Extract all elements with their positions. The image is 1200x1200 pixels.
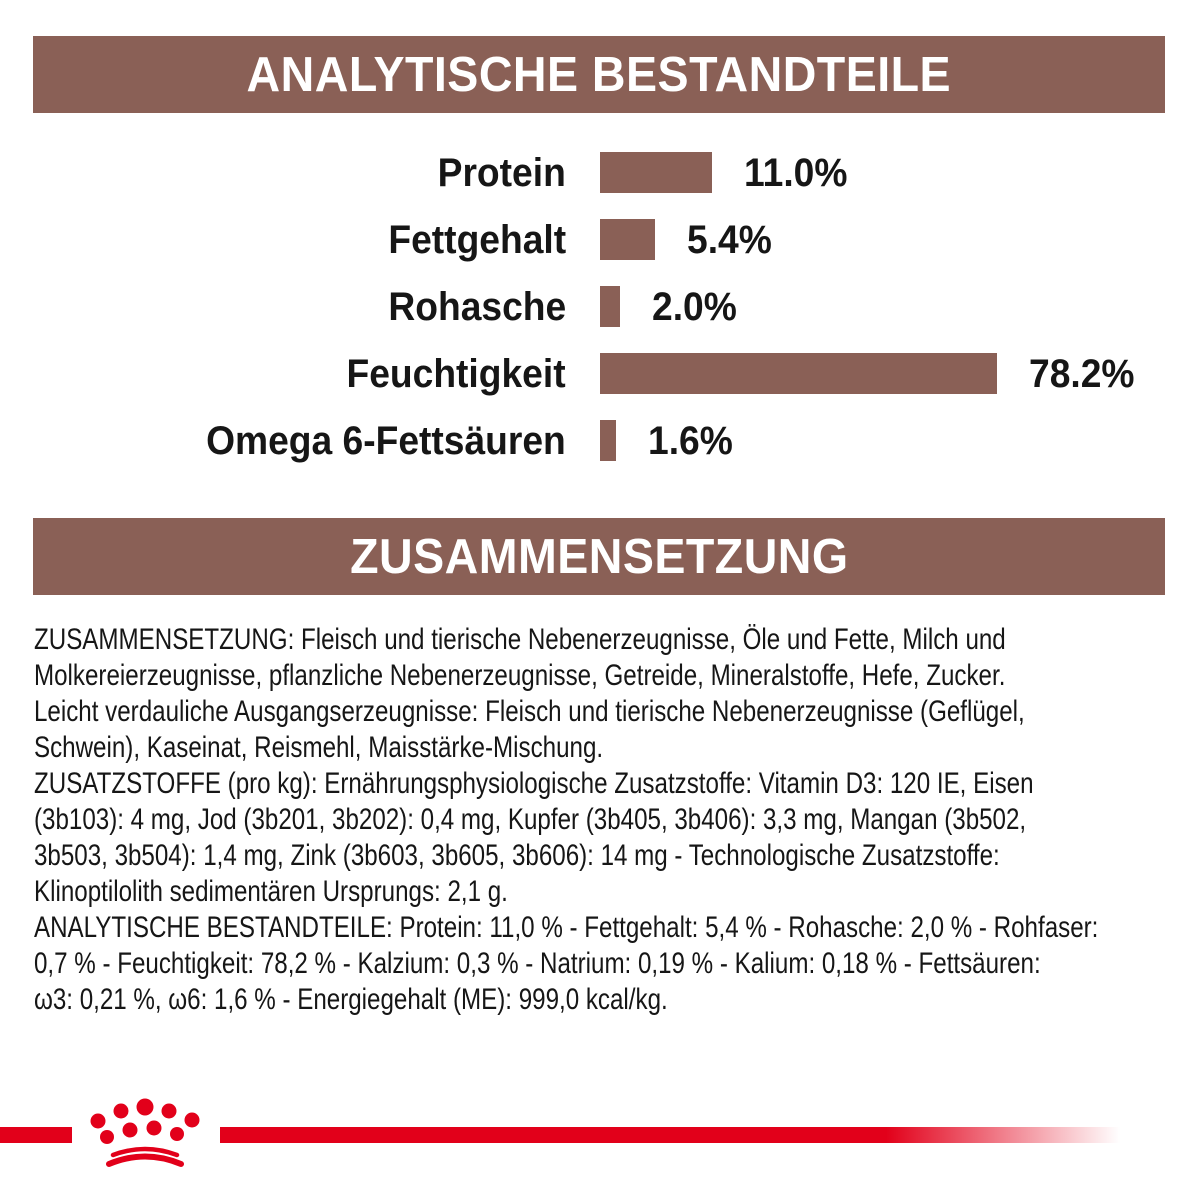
footer-line-left (0, 1127, 72, 1143)
analytical-header-title: ANALYTISCHE BESTANDTEILE (246, 47, 952, 102)
bar-chart-row: Rohasche 2.0% (0, 273, 1200, 340)
bar-chart-row-value: 1.6% (648, 418, 733, 463)
bar-chart-row-value: 78.2% (1029, 351, 1135, 396)
royal-canin-crown-icon (90, 1098, 200, 1167)
composition-header-bar: ZUSAMMENSETZUNG (33, 518, 1165, 595)
analytical-header-bar: ANALYTISCHE BESTANDTEILE (33, 36, 1165, 113)
bar-chart-row-value: 5.4% (687, 217, 772, 262)
bar-chart-row-value: 11.0% (744, 150, 848, 195)
bar-chart-row-label: Feuchtigkeit (346, 351, 566, 396)
bar-chart-row-label: Rohasche (388, 284, 566, 329)
bar-chart: Protein 11.0% Fettgehalt 5.4% Rohasche 2… (0, 139, 1200, 474)
additives-paragraph: ZUSATZSTOFFE (pro kg): Ernährungsphysiol… (34, 767, 1034, 908)
bar-chart-row: Omega 6-Fettsäuren 1.6% (0, 407, 1200, 474)
bar-chart-row: Feuchtigkeit 78.2% (0, 340, 1200, 407)
bar-chart-row-bar (600, 420, 616, 461)
bar-chart-row-label: Fettgehalt (388, 217, 566, 262)
bar-chart-row: Fettgehalt 5.4% (0, 206, 1200, 273)
ingredients-text-block: ZUSAMMENSETZUNG: Fleisch und tierische N… (34, 622, 1194, 1018)
bar-chart-row-label: Protein (437, 150, 566, 195)
bar-chart-row-bar (600, 353, 997, 394)
bar-chart-row-bar (600, 286, 620, 327)
bar-chart-row: Protein 11.0% (0, 139, 1200, 206)
bar-chart-row-bar (600, 219, 655, 260)
footer-line-right (220, 1127, 1120, 1143)
bar-chart-row-label: Omega 6-Fettsäuren (206, 418, 566, 463)
bar-chart-row-bar (600, 152, 712, 193)
composition-header-title: ZUSAMMENSETZUNG (349, 529, 849, 584)
analytical-paragraph: ANALYTISCHE BESTANDTEILE: Protein: 11,0 … (34, 911, 1099, 1016)
composition-paragraph: ZUSAMMENSETZUNG: Fleisch und tierische N… (34, 623, 1025, 764)
bar-chart-row-value: 2.0% (652, 284, 737, 329)
